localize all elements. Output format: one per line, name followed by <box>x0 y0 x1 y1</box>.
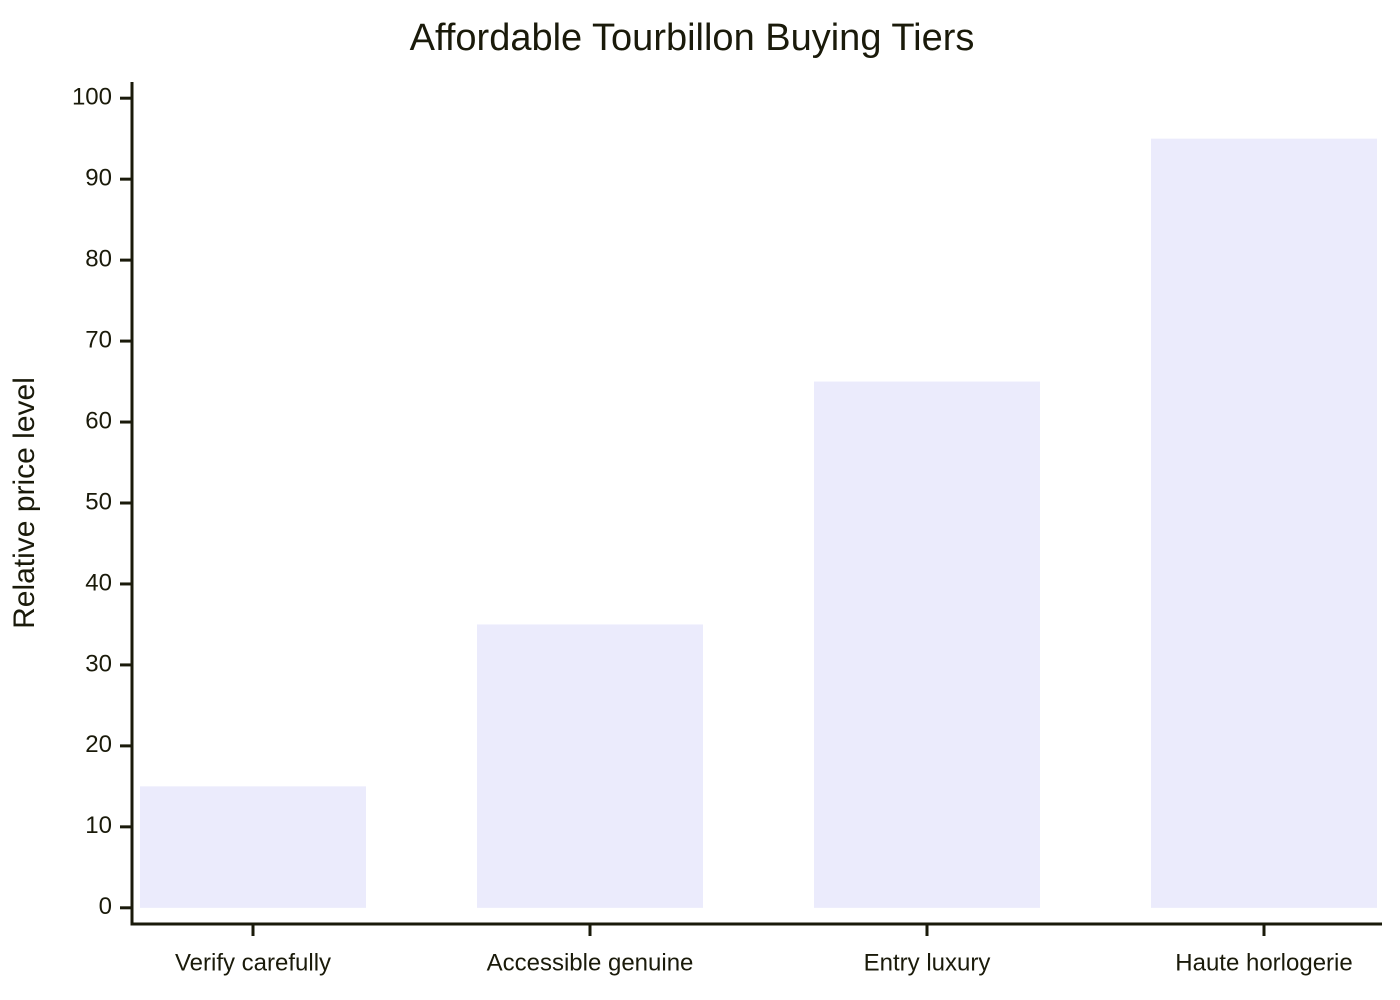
y-tick-label: 0 <box>99 893 112 920</box>
bar <box>814 381 1040 908</box>
x-tick-label: Haute horlogerie <box>1175 949 1352 976</box>
y-axis-label: Relative price level <box>8 377 41 629</box>
y-tick-label: 100 <box>72 84 112 111</box>
y-tick-label: 80 <box>85 245 112 272</box>
x-tick-label: Accessible genuine <box>487 949 694 976</box>
y-tick-label: 40 <box>85 569 112 596</box>
y-tick-label: 70 <box>85 326 112 353</box>
x-tick-label: Entry luxury <box>864 949 991 976</box>
bar <box>477 624 703 908</box>
y-tick-label: 60 <box>85 407 112 434</box>
bar <box>140 786 366 908</box>
y-tick-label: 50 <box>85 488 112 515</box>
y-tick-label: 20 <box>85 731 112 758</box>
y-tick-label: 10 <box>85 812 112 839</box>
y-tick-label: 90 <box>85 164 112 191</box>
y-tick-label: 30 <box>85 650 112 677</box>
chart-title: Affordable Tourbillon Buying Tiers <box>410 17 975 59</box>
bar <box>1151 138 1377 908</box>
x-tick-label: Verify carefully <box>175 949 331 976</box>
